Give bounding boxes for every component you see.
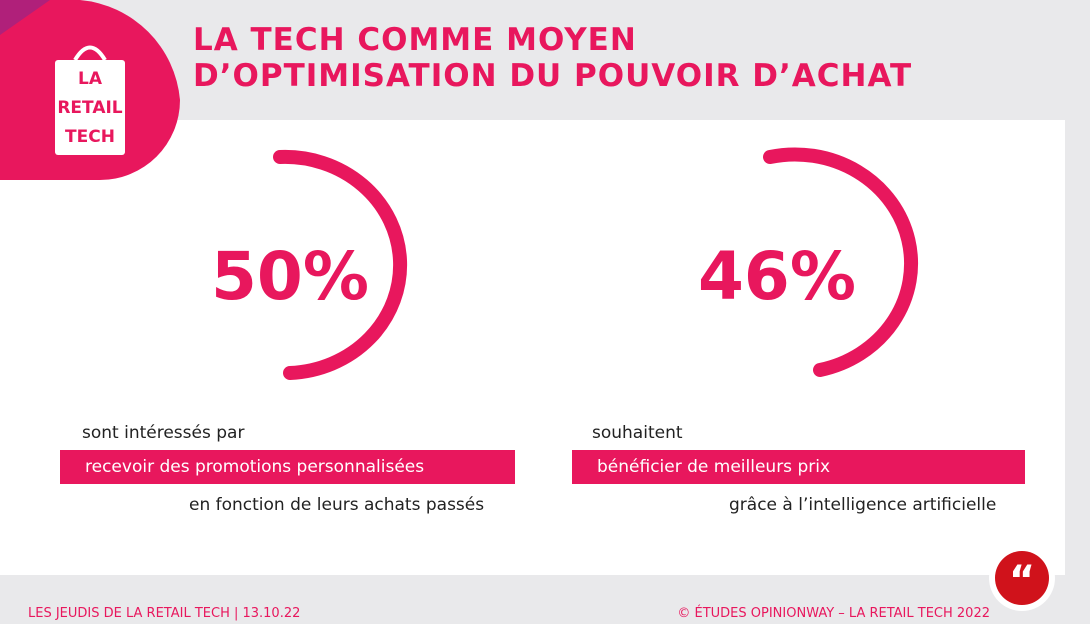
stat-intro: sont intéressés par <box>82 423 245 443</box>
footer-left: LES JEUDIS DE LA RETAIL TECH | 13.10.22 <box>28 606 301 621</box>
logo-text: TECH <box>65 127 115 147</box>
stat-figure: 50% <box>211 238 369 315</box>
stat-figure: 46% <box>698 238 856 315</box>
stat-outro: grâce à l’intelligence artificielle <box>729 495 997 515</box>
stat-outro: en fonction de leurs achats passés <box>189 495 485 515</box>
stat-intro: souhaitent <box>592 423 683 443</box>
footer-right: © ÉTUDES OPINIONWAY – LA RETAIL TECH 202… <box>677 606 990 621</box>
logo-handle <box>73 45 107 62</box>
logo-corner <box>0 0 50 35</box>
stat-highlight: bénéficier de meilleurs prix <box>572 450 1025 484</box>
arc <box>273 149 408 380</box>
logo-text: LA <box>78 69 103 89</box>
title: LA TECH COMME MOYEN <box>193 22 637 58</box>
quote-circle <box>995 551 1049 605</box>
title: D’OPTIMISATION DU POUVOIR D’ACHAT <box>193 58 913 94</box>
quote-icon: “ <box>1009 558 1035 604</box>
logo-bag <box>55 60 125 155</box>
logo-text: RETAIL <box>57 98 122 118</box>
stat-highlight: recevoir des promotions personnalisées <box>60 450 515 484</box>
arc <box>763 147 919 377</box>
